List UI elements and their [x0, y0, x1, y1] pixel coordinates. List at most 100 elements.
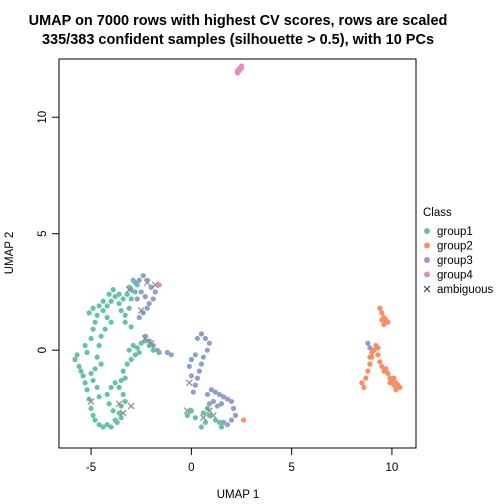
point-ambiguous: [127, 402, 135, 410]
point-group3: [152, 289, 158, 295]
point-group3: [230, 405, 237, 412]
point-group3: [146, 300, 152, 307]
point-group1: [92, 417, 98, 423]
point-group3: [212, 389, 219, 395]
point-group1: [112, 293, 118, 300]
point-group1: [80, 373, 86, 379]
legend-item-group3: group3: [424, 255, 473, 267]
point-group2: [391, 382, 397, 388]
point-group1: [118, 307, 124, 314]
point-group1: [132, 289, 138, 295]
point-group1: [122, 319, 128, 325]
point-group1: [86, 310, 92, 316]
point-group1: [216, 419, 223, 425]
point-group1: [106, 291, 112, 297]
point-group1: [126, 347, 132, 353]
point-group1: [90, 377, 96, 384]
point-group2: [363, 375, 369, 381]
point-ambiguous: [137, 307, 145, 314]
point-group1: [112, 380, 118, 386]
point-group3: [228, 417, 235, 423]
point-group3: [140, 273, 146, 279]
point-group1: [96, 394, 102, 400]
point-group1: [202, 419, 209, 425]
point-group2: [379, 363, 385, 370]
point-group3: [194, 375, 200, 381]
point-group1: [88, 405, 94, 412]
points-layer: [72, 63, 403, 430]
point-group1: [116, 410, 122, 416]
point-group3: [142, 293, 148, 300]
chart-subtitle: 335/383 confident samples (silhouette > …: [42, 32, 434, 48]
point-group3: [365, 340, 371, 346]
point-group4: [156, 282, 162, 288]
point-ambiguous: [151, 281, 159, 289]
point-ambiguous: [199, 414, 207, 422]
point-group1: [206, 412, 213, 418]
point-group1: [100, 424, 106, 430]
point-group3: [200, 354, 207, 360]
point-group3: [134, 296, 140, 302]
point-group1: [128, 356, 134, 363]
point-ambiguous: [143, 279, 151, 287]
point-group3: [186, 363, 192, 370]
point-group2: [397, 384, 403, 391]
point-group3: [192, 382, 198, 388]
point-group3: [188, 373, 194, 379]
point-group2: [367, 354, 373, 360]
point-group1: [122, 398, 128, 405]
y-tick-label: 0: [37, 347, 49, 353]
point-group3: [204, 391, 211, 398]
point-group1: [116, 291, 122, 297]
point-group1: [116, 300, 122, 307]
point-group3: [168, 352, 174, 358]
point-group1: [120, 296, 126, 302]
legend-item-ambiguous: ambiguous: [423, 284, 494, 296]
point-group3: [202, 335, 209, 342]
legend-label-group2: group2: [437, 241, 473, 253]
point-group2: [387, 380, 393, 386]
point-group1: [108, 319, 114, 325]
point-group1: [200, 410, 207, 416]
point-group3: [206, 401, 213, 407]
point-group1: [76, 363, 82, 370]
point-group3: [138, 289, 144, 295]
point-group1: [150, 347, 156, 353]
legend-label-group1: group1: [437, 226, 473, 238]
point-group3: [220, 419, 227, 425]
point-group1: [100, 307, 106, 314]
point-group1: [122, 375, 128, 381]
legend-marker-group1: [424, 228, 430, 234]
point-group1: [114, 419, 120, 425]
legend-item-group1: group1: [424, 226, 473, 238]
point-group1: [92, 319, 98, 325]
point-group1: [92, 366, 98, 372]
point-group3: [196, 368, 202, 374]
point-group1: [218, 424, 225, 430]
point-ambiguous: [125, 286, 133, 294]
point-group1: [134, 345, 140, 351]
y-tick-label: 5: [37, 230, 49, 236]
legend-label-ambiguous: ambiguous: [437, 284, 494, 296]
point-group1: [108, 424, 114, 430]
point-group1: [104, 314, 110, 321]
point-group4: [234, 70, 241, 76]
point-group1: [82, 342, 88, 349]
point-group1: [192, 415, 198, 421]
point-group1: [128, 296, 134, 302]
x-tick-label: 0: [188, 462, 194, 474]
point-group3: [224, 422, 231, 428]
point-group2: [391, 375, 397, 381]
y-tick-label: 10: [37, 111, 49, 124]
point-group2: [379, 317, 385, 323]
chart-title: UMAP on 7000 rows with highest CV scores…: [29, 13, 448, 29]
legend-item-group2: group2: [424, 241, 473, 253]
point-group1: [72, 356, 78, 363]
point-group1: [132, 352, 138, 358]
point-ambiguous: [119, 409, 127, 417]
legend-marker-group2: [424, 242, 430, 249]
x-tick-label: 5: [288, 462, 294, 474]
point-group1: [108, 384, 114, 391]
point-group3: [132, 280, 138, 286]
point-group2: [359, 380, 365, 386]
